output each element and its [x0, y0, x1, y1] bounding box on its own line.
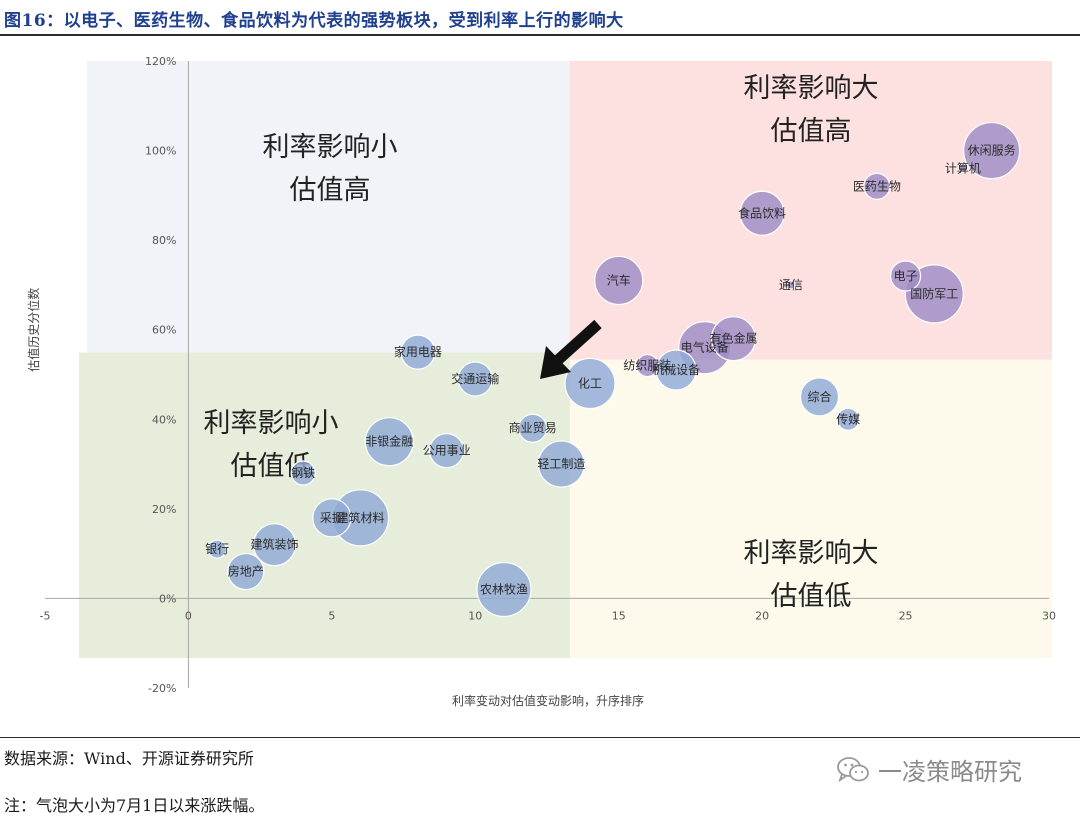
- bubble-label: 采掘: [320, 510, 344, 525]
- watermark: 一凌策略研究: [836, 752, 1022, 787]
- wechat-icon: [837, 756, 869, 782]
- y-tick-label: 60%: [152, 324, 176, 337]
- bubble-label: 家用电器: [394, 344, 442, 359]
- bubble-label: 有色金属: [709, 331, 757, 346]
- bubble-label: 机械设备: [652, 362, 700, 377]
- bubble-label: 建筑装饰: [250, 537, 298, 552]
- quadrant-top-right: [569, 61, 1052, 360]
- y-tick-label: 20%: [152, 503, 176, 516]
- arrow-head: [540, 346, 571, 379]
- quadrant-label-top-right: 利率影响大: [744, 73, 879, 104]
- quadrant-label-top-left: 估值高: [290, 175, 371, 206]
- bubble-label: 通信: [779, 278, 803, 292]
- bubble-label: 交通运输: [451, 371, 499, 386]
- x-tick-label: 5: [328, 609, 335, 622]
- bubble-label: 休闲服务: [968, 143, 1016, 158]
- bubble: [400, 334, 436, 370]
- x-tick-label: 20: [755, 609, 769, 622]
- bubble-label: 纺织服装: [623, 359, 671, 373]
- bubble: [786, 280, 796, 290]
- y-axis-label: 估值历史分位数: [26, 288, 41, 372]
- figure-title: 图16：以电子、医药生物、食品饮料为代表的强势板块，受到利率上行的影响大: [4, 11, 624, 31]
- bubble-label: 建筑材料: [337, 510, 385, 525]
- bubble: [476, 561, 532, 618]
- y-tick-label: 100%: [145, 145, 176, 158]
- quadrant-label-top-left: 利率影响小: [263, 132, 398, 163]
- bubble-label: 国防军工: [910, 286, 958, 301]
- bubble-label: 计算机: [945, 160, 981, 175]
- bubble-label: 化工: [578, 376, 602, 390]
- bubble: [518, 413, 548, 443]
- arrow-shaft: [554, 319, 602, 365]
- bubble: [429, 433, 465, 469]
- quadrant-label-bottom-right: 利率影响大: [744, 538, 879, 569]
- bubble-label: 综合: [808, 389, 832, 404]
- bubble: [739, 190, 785, 236]
- bubble-label: 公用事业: [423, 444, 471, 458]
- y-tick-label: 80%: [152, 234, 176, 247]
- bubble: [227, 552, 265, 591]
- bubble: [364, 417, 414, 467]
- quadrant-label-bottom-right: 估值低: [771, 581, 852, 612]
- bubble: [594, 255, 644, 306]
- bubble: [207, 539, 227, 559]
- bubble: [958, 163, 968, 174]
- y-tick-label: 120%: [145, 55, 176, 68]
- bubble: [889, 260, 922, 292]
- bubble: [564, 357, 616, 410]
- quadrant-top-left: [87, 61, 570, 357]
- x-axis-label: 利率变动对估值变动影响，升序排序: [452, 693, 644, 708]
- bubble: [963, 121, 1021, 180]
- bubble: [537, 440, 585, 488]
- bubble: [457, 361, 493, 397]
- y-tick-label: 0%: [159, 592, 176, 605]
- watermark-text: 一凌策略研究: [878, 758, 1022, 786]
- bubble-label: 电子: [894, 269, 918, 283]
- quadrant-label-bottom-left: 利率影响小: [204, 408, 339, 439]
- bubble-label: 非银金融: [365, 434, 413, 449]
- x-tick-label: 0: [185, 609, 192, 622]
- bubble: [252, 523, 297, 567]
- bubble-series: [207, 121, 1021, 618]
- bubble-label: 钢铁: [291, 466, 315, 480]
- bubble-label: 传媒: [836, 411, 860, 426]
- quadrant-label-top-right: 估值高: [771, 116, 852, 147]
- bubble: [863, 172, 891, 200]
- y-tick-label: -20%: [148, 682, 176, 695]
- footnote: 注：气泡大小为7月1日以来涨跌幅。: [4, 796, 265, 815]
- x-tick-label: 25: [899, 609, 913, 622]
- title-rule: [0, 34, 1080, 36]
- arrow-annotation: [540, 319, 602, 379]
- source-note: 数据来源：Wind、开源证券研究所: [4, 749, 254, 768]
- bubble-label: 电气设备: [681, 340, 729, 355]
- bubble: [290, 460, 316, 486]
- bubble: [312, 498, 352, 538]
- bubble-chart: -5 0 5 10 15 20 25 30 -20% 0% 20% 40% 60% 80% 100% 120%…: [26, 55, 1056, 708]
- bubble-label: 轻工制造: [537, 457, 585, 471]
- bubble-label: 医药生物: [853, 179, 901, 193]
- bubble-label: 商业贸易: [509, 420, 557, 435]
- bubble-label: 汽车: [607, 272, 631, 287]
- x-tick-label: 15: [612, 609, 626, 622]
- footer-rule: [0, 737, 1080, 738]
- bubble-label: 房地产: [228, 564, 264, 579]
- x-tick-label: 30: [1042, 609, 1056, 622]
- bubble: [710, 316, 757, 362]
- bubble: [635, 353, 660, 378]
- x-tick-label: -5: [40, 609, 51, 622]
- bubble: [836, 407, 860, 431]
- bubble-label: 食品饮料: [738, 205, 786, 220]
- bubble: [799, 377, 840, 417]
- chart-axes: -5 0 5 10 15 20 25 30 -20% 0% 20% 40% 60% 80% 100% 120%…: [26, 55, 1056, 708]
- x-tick-label: 10: [468, 609, 482, 622]
- bubble-label: 银行: [205, 542, 229, 556]
- y-tick-label: 40%: [152, 413, 176, 426]
- bubble-label: 农林牧渔: [480, 582, 528, 596]
